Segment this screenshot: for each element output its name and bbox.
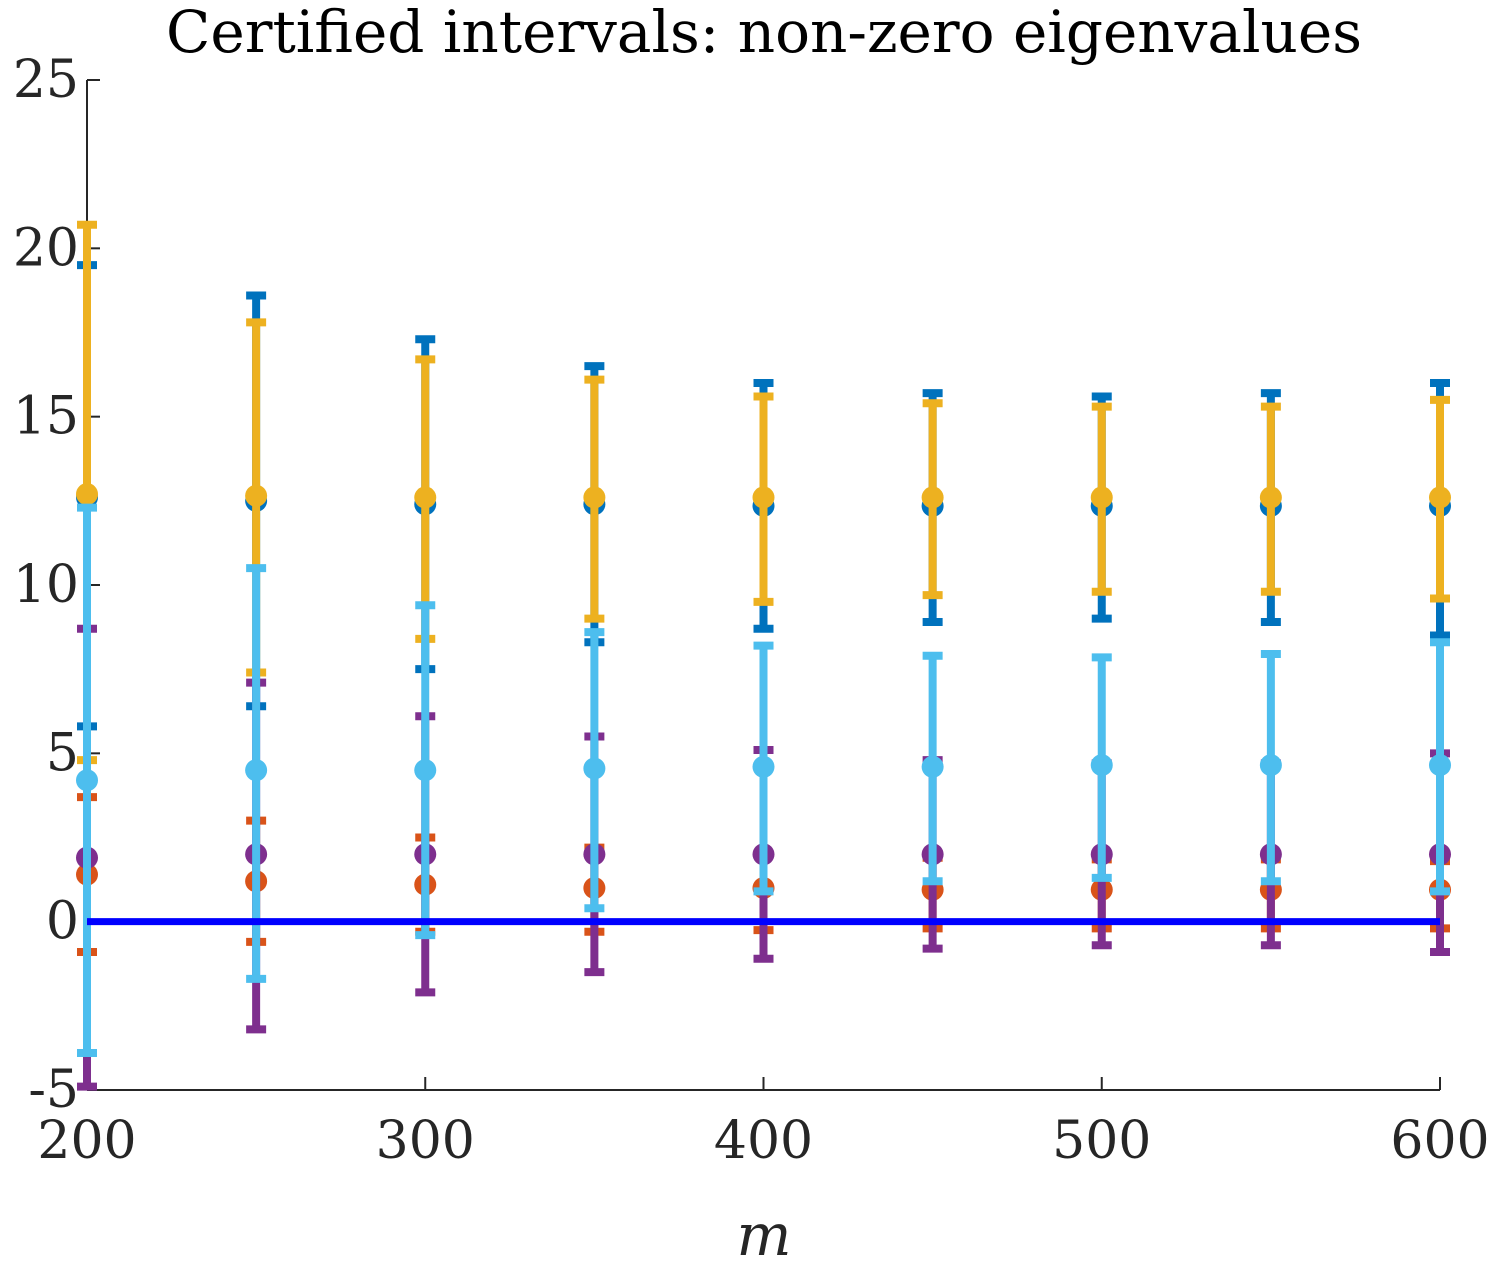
- data-point: [1429, 754, 1451, 777]
- data-point: [1429, 486, 1451, 509]
- y-tick-label: 10: [13, 555, 79, 615]
- y-tick-label: 15: [13, 387, 79, 447]
- x-tick-label: 600: [1390, 1111, 1489, 1171]
- y-tick-label: -5: [28, 1060, 79, 1120]
- data-point: [414, 759, 437, 782]
- data-point: [1259, 754, 1282, 777]
- data-point: [245, 759, 268, 782]
- axes: -5 0 5 10 15 20 25 200 300 400 500 600: [13, 50, 1490, 1171]
- series-4: [76, 220, 1451, 765]
- data-point: [752, 755, 775, 778]
- data-point: [76, 483, 98, 506]
- data-point: [583, 757, 606, 780]
- x-tick-label: 500: [1052, 1111, 1151, 1171]
- series-layer: [76, 220, 1451, 1091]
- y-tick-label: 25: [13, 50, 79, 110]
- chart-title: Certified intervals: non-zero eigenvalue…: [166, 0, 1362, 66]
- y-tick-label: 0: [46, 892, 79, 952]
- data-point: [583, 486, 606, 509]
- data-point: [921, 486, 944, 509]
- data-point: [752, 486, 775, 509]
- y-tick-label: 20: [13, 218, 79, 278]
- y-tick-label: 5: [46, 723, 79, 783]
- x-axis-label: m: [737, 1201, 792, 1263]
- x-tick-label: 400: [714, 1111, 813, 1171]
- data-point: [1090, 486, 1113, 509]
- data-point: [1090, 754, 1113, 777]
- data-point: [1259, 486, 1282, 509]
- x-tick-label: 200: [37, 1111, 136, 1171]
- data-point: [76, 769, 98, 792]
- series-5: [76, 503, 1451, 1057]
- data-point: [245, 484, 268, 507]
- data-point: [921, 755, 944, 778]
- data-point: [414, 486, 437, 509]
- x-tick-label: 300: [376, 1111, 475, 1171]
